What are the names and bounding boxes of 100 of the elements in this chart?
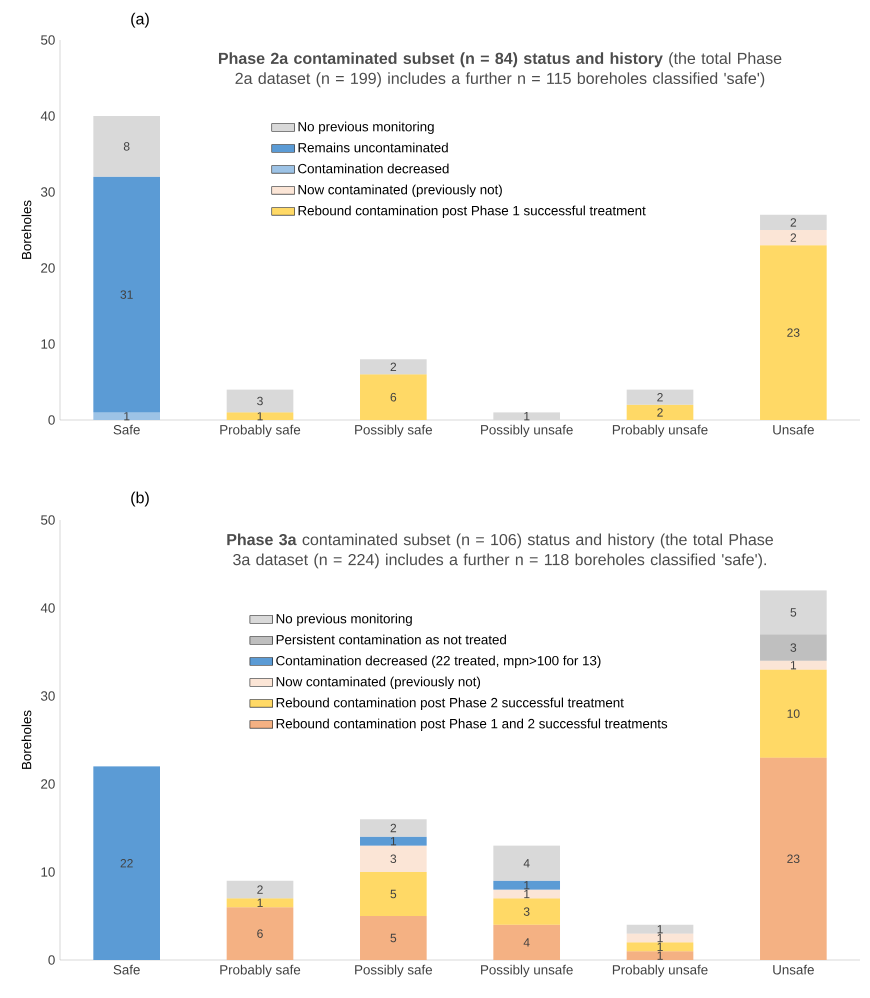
bar bbox=[760, 634, 827, 661]
bar bbox=[760, 214, 827, 230]
legend-label: Now contaminated (previously not) bbox=[276, 676, 480, 690]
y-tick-label: 10 bbox=[41, 339, 55, 349]
bar bbox=[493, 412, 560, 420]
data-label: 2 bbox=[657, 408, 663, 417]
bar bbox=[760, 670, 827, 758]
bar bbox=[360, 846, 427, 872]
text: (a) bbox=[131, 12, 149, 28]
data-label: 3 bbox=[790, 643, 796, 652]
bar bbox=[226, 907, 294, 960]
data-label: 3 bbox=[257, 396, 263, 406]
data-label: 31 bbox=[120, 290, 133, 299]
y-tick-label: 40 bbox=[40, 111, 55, 121]
data-label: 5 bbox=[390, 934, 396, 942]
data-label: 2 bbox=[790, 233, 796, 242]
bar bbox=[93, 176, 160, 412]
bar bbox=[360, 916, 427, 960]
bar bbox=[626, 934, 694, 942]
y-tick-label: 50 bbox=[41, 35, 55, 45]
bar bbox=[760, 660, 827, 670]
x-tick-label: Safe bbox=[114, 964, 140, 974]
bar bbox=[493, 880, 560, 890]
bar bbox=[760, 590, 827, 634]
y-tick-label: 30 bbox=[40, 691, 55, 701]
bar bbox=[360, 836, 427, 846]
data-label: 2 bbox=[390, 362, 396, 371]
y-tick-label: 50 bbox=[41, 515, 55, 525]
x-tick-label: Unsafe bbox=[773, 424, 814, 434]
x-tick-label: Possibly unsafe bbox=[481, 964, 573, 978]
bar bbox=[626, 951, 694, 960]
y-tick-label: 40 bbox=[40, 603, 55, 613]
data-label: 2 bbox=[390, 824, 396, 832]
legend-label: Contamination decreased bbox=[298, 164, 449, 174]
data-label: 6 bbox=[257, 929, 263, 938]
data-label: 1 bbox=[258, 898, 263, 907]
bar bbox=[493, 924, 560, 960]
bar bbox=[760, 758, 827, 960]
text: Phase 3a contaminated subset (n = 106) status and history (the total Phase 3a dataset (n = 224) includes a further n = 118 boreholes classified 'safe'). bbox=[227, 534, 773, 568]
x-tick-label: Probably unsafe bbox=[612, 424, 708, 438]
data-label: 4 bbox=[524, 938, 530, 947]
bar bbox=[626, 390, 694, 405]
bar bbox=[93, 116, 160, 177]
data-label: 1 bbox=[790, 661, 796, 670]
legend-label: Rebound contamination post Phase 2 successful treatment bbox=[276, 698, 624, 710]
text: Phase 2a contaminated subset (n = 84) status and history (the total Phase 2a dataset (n = 199) includes a further n = 115 boreholes classified 'safe') bbox=[218, 52, 782, 88]
legend-label: No previous monitoring bbox=[298, 122, 434, 134]
data-label: 1 bbox=[124, 412, 130, 420]
legend-label: Remains uncontaminated bbox=[298, 142, 448, 152]
bar bbox=[626, 404, 694, 420]
data-label: 1 bbox=[390, 837, 396, 846]
data-label: 3 bbox=[524, 907, 530, 916]
data-label: 1 bbox=[658, 951, 663, 960]
data-label: 1 bbox=[658, 934, 663, 942]
y-tick-label: 20 bbox=[41, 779, 55, 789]
data-label: 6 bbox=[390, 392, 396, 402]
bar bbox=[360, 359, 427, 374]
data-label: 2 bbox=[790, 218, 796, 227]
x-tick-label: Possibly unsafe bbox=[481, 424, 573, 438]
data-label: 1 bbox=[658, 925, 663, 934]
y-axis-title: Boreholes bbox=[22, 200, 32, 259]
bar bbox=[493, 846, 560, 881]
y-tick-label: 30 bbox=[40, 187, 55, 197]
bar bbox=[760, 230, 827, 246]
bar bbox=[760, 245, 827, 420]
x-tick-label: Probably safe bbox=[220, 424, 300, 438]
legend-label: Now contaminated (previously not) bbox=[298, 184, 502, 197]
x-tick-label: Probably safe bbox=[220, 964, 300, 978]
y-tick-label: 0 bbox=[48, 955, 55, 965]
data-label: 23 bbox=[787, 328, 800, 337]
bar bbox=[493, 898, 560, 925]
data-label: 5 bbox=[390, 890, 396, 898]
data-label: 1 bbox=[658, 942, 663, 951]
legend-label: Contamination decreased (22 treated, mpn>100 for 13) bbox=[276, 656, 600, 668]
data-label: 23 bbox=[787, 854, 800, 864]
data-label: 1 bbox=[524, 890, 530, 898]
y-tick-label: 0 bbox=[48, 415, 55, 425]
data-label: 1 bbox=[524, 412, 530, 420]
data-label: 1 bbox=[258, 412, 263, 420]
data-label: 2 bbox=[257, 885, 263, 894]
bar bbox=[360, 819, 427, 837]
bar bbox=[626, 942, 694, 952]
bar bbox=[226, 898, 294, 908]
x-tick-label: Unsafe bbox=[773, 964, 814, 974]
bar bbox=[226, 880, 294, 898]
x-tick-label: Possibly safe bbox=[355, 964, 432, 978]
y-tick-label: 10 bbox=[41, 867, 55, 877]
data-label: 5 bbox=[790, 608, 796, 617]
data-label: 8 bbox=[124, 142, 130, 151]
y-axis-title: Boreholes bbox=[22, 710, 32, 769]
legend-label: Rebound contamination post Phase 1 and 2 successful treatments bbox=[276, 718, 668, 731]
bar bbox=[93, 766, 160, 960]
legend-label: Persistent contamination as not treated bbox=[276, 634, 506, 644]
data-label: 4 bbox=[524, 859, 530, 868]
x-tick-label: Safe bbox=[114, 424, 140, 434]
bar bbox=[93, 412, 160, 420]
data-label: 22 bbox=[120, 859, 133, 868]
text: (b) bbox=[131, 492, 149, 506]
data-label: 1 bbox=[524, 881, 530, 890]
x-tick-label: Probably unsafe bbox=[612, 964, 708, 978]
